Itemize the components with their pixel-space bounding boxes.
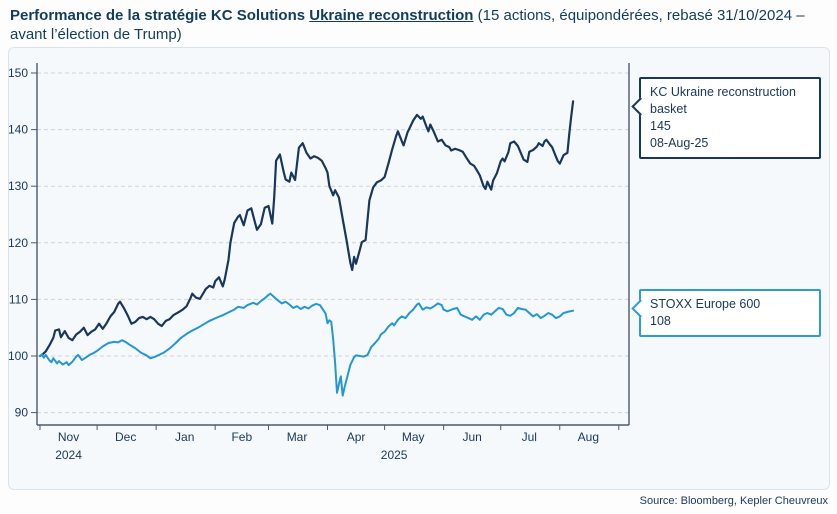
- callout-stoxx-value: 108: [650, 313, 671, 328]
- source-note: Source: Bloomberg, Kepler Cheuvreux: [639, 495, 828, 507]
- y-tick-label-90: 90: [15, 406, 29, 420]
- month-label-Apr: Apr: [347, 430, 366, 444]
- y-tick-label-120: 120: [8, 236, 28, 250]
- month-label-Feb: Feb: [231, 430, 252, 444]
- callout-stoxx-name: STOXX Europe 600: [650, 297, 761, 311]
- series-stoxx-line: [39, 292, 575, 397]
- y-tick-label-140: 140: [8, 123, 28, 137]
- year-label-2025: 2025: [381, 448, 408, 462]
- y-tick-label-100: 100: [8, 349, 28, 363]
- month-label-Nov: Nov: [58, 430, 79, 444]
- title-underlined: Ukraine reconstruction: [309, 7, 474, 24]
- callout-kc-name: KC Ukraine reconstruction basket: [650, 85, 796, 116]
- y-tick-label-110: 110: [9, 292, 28, 306]
- month-label-Jun: Jun: [463, 430, 482, 444]
- month-label-Aug: Aug: [578, 430, 599, 444]
- series-kc-line: [38, 100, 575, 358]
- title-prefix: Performance de la stratégie KC Solutions: [10, 7, 310, 24]
- callout-stoxx: STOXX Europe 600 108: [631, 289, 821, 337]
- y-tick-label-130: 130: [8, 179, 28, 193]
- callout-kc-basket: KC Ukraine reconstruction basket 145 08-…: [631, 77, 821, 159]
- month-label-May: May: [402, 430, 425, 444]
- y-tick-label-150: 150: [8, 66, 28, 80]
- chart-title: Performance de la stratégie KC Solutions…: [10, 6, 828, 44]
- callout-kc-value: 145: [650, 118, 671, 133]
- callout-kc-date: 08-Aug-25: [650, 135, 709, 150]
- title-suffix: (15 actions, équipondérées, rebasé 31/10…: [10, 7, 805, 44]
- month-label-Dec: Dec: [115, 430, 136, 444]
- month-label-Jul: Jul: [522, 430, 537, 444]
- year-label-2024: 2024: [55, 448, 82, 462]
- month-label-Jan: Jan: [175, 430, 194, 444]
- month-label-Mar: Mar: [287, 430, 308, 444]
